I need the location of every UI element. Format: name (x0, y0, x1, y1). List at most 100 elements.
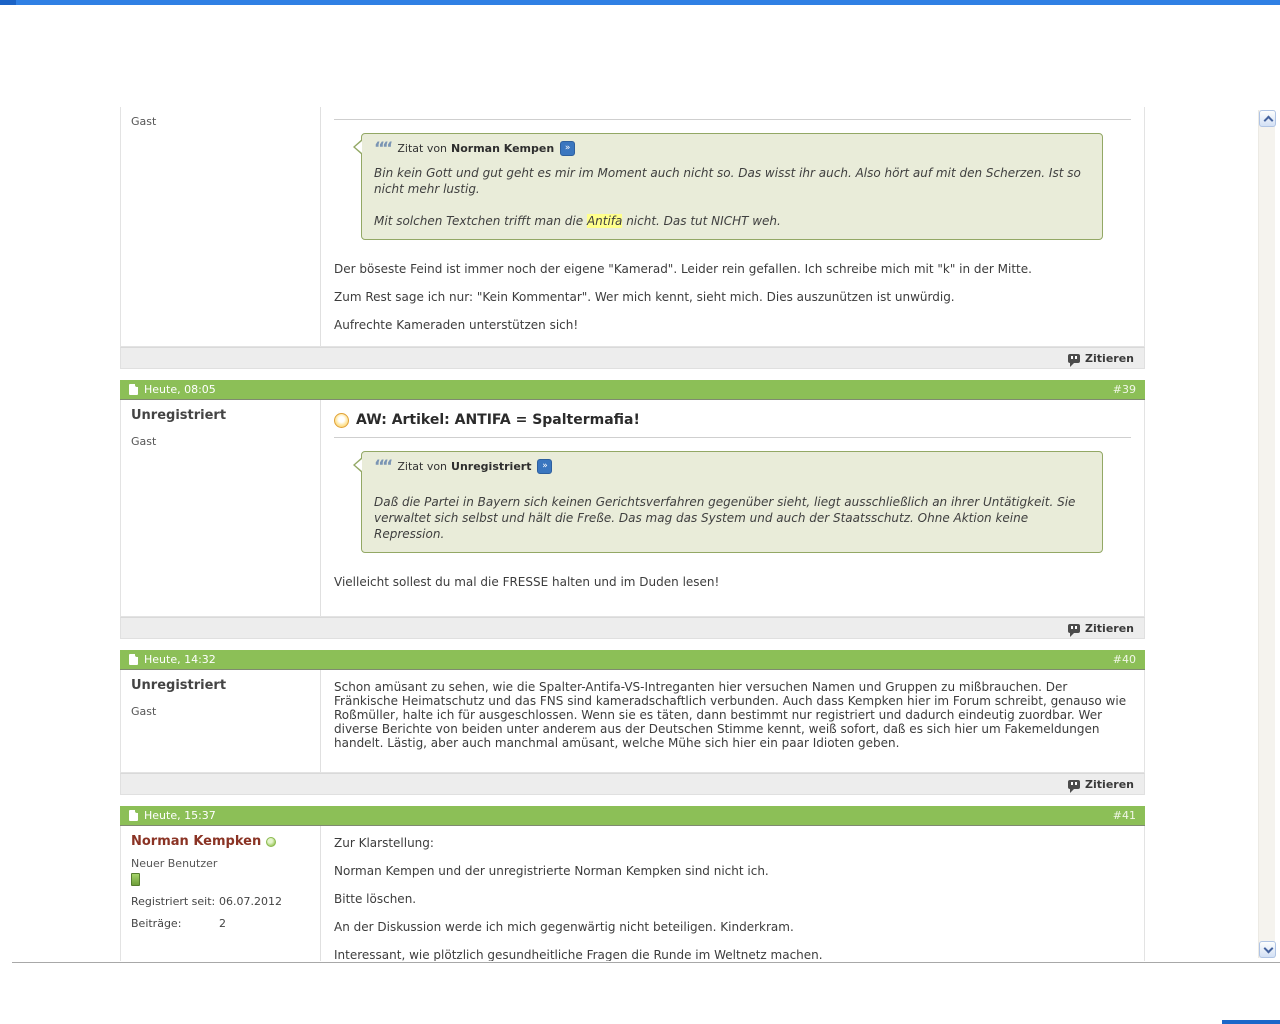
post-header-bar: Heute, 14:32 #40 (120, 650, 1145, 670)
post-message: Der böseste Feind ist immer noch der eig… (334, 262, 1131, 332)
quote-bubble-icon (1068, 353, 1081, 367)
user-status: Gast (131, 705, 157, 718)
stat-label: Beiträge: (131, 917, 182, 930)
open-quote-icon: ““ (374, 138, 393, 159)
post-body: Norman Kempken Neuer Benutzer Registrier… (120, 826, 1145, 961)
quote-paragraph: Daß die Partei in Bayern sich keinen Ger… (374, 495, 1076, 541)
post-content-column: AW: Artikel: ANTIFA = Spaltermafia! ““ Z… (321, 400, 1144, 616)
zitieren-button[interactable]: Zitieren (1068, 777, 1134, 793)
post-date-icon (129, 654, 138, 665)
user-status: Gast (131, 115, 157, 128)
post-paragraph: Der böseste Feind ist immer noch der eig… (334, 262, 1032, 276)
post-content-column: Schon amüsant zu sehen, wie die Spalter-… (321, 670, 1144, 772)
vertical-scrollbar[interactable] (1258, 110, 1276, 958)
user-status: Gast (131, 435, 157, 448)
post-date: Heute, 08:05 (144, 383, 216, 396)
zitieren-button[interactable]: Zitieren (1068, 621, 1134, 637)
user-stat-row: Beiträge: 2 (131, 917, 310, 930)
quote-box: ““ Zitat von Unregistriert » Daß die Par… (353, 451, 1103, 553)
post-38: Gast ““ Zitat von Norman Kempen » B (120, 107, 1145, 369)
stat-label: Registriert seit: (131, 895, 216, 908)
stat-value: 2 (219, 917, 226, 930)
browser-top-corner (0, 0, 16, 5)
post-date-icon (129, 384, 138, 395)
viewport-bottom-divider (12, 962, 1280, 963)
quote-box: ““ Zitat von Norman Kempen » Bin kein Go… (353, 133, 1103, 240)
post-number-link[interactable]: #39 (1112, 383, 1136, 396)
username-link[interactable]: Norman Kempken (131, 834, 262, 849)
post-number-link[interactable]: #41 (1112, 809, 1136, 822)
quote-text: Daß die Partei in Bayern sich keinen Ger… (374, 494, 1090, 542)
post-footer: Zitieren (120, 347, 1145, 369)
smiley-icon (334, 412, 349, 428)
forum-thread-page: Gast ““ Zitat von Norman Kempen » B (120, 107, 1145, 972)
post-paragraph: Norman Kempen und der unregistrierte Nor… (334, 864, 769, 878)
post-paragraph: Interessant, wie plötzlich gesundheitlic… (334, 948, 823, 961)
post-title-row: AW: Artikel: ANTIFA = Spaltermafia! (334, 412, 1131, 428)
title-divider (334, 119, 1131, 120)
quote-header: ““ Zitat von Norman Kempen » (374, 138, 1090, 159)
quote-label: Zitat von (397, 142, 448, 155)
post-39: Heute, 08:05 #39 Unregistriert Gast AW: … (120, 380, 1145, 639)
quote-label: Zitat von (397, 460, 448, 473)
viewpost-icon[interactable]: » (560, 141, 576, 156)
quote-wrap: ““ Zitat von Norman Kempen » Bin kein Go… (353, 133, 1103, 240)
scroll-up-button[interactable] (1259, 110, 1276, 127)
user-title: Neuer Benutzer (131, 857, 218, 870)
post-content-column: Zur Klarstellung: Norman Kempen und der … (321, 826, 1144, 961)
chevron-down-icon (1263, 943, 1274, 954)
user-stat-row: Registriert seit: 06.07.2012 (131, 895, 310, 908)
zitieren-label: Zitieren (1085, 621, 1134, 635)
quote-paragraph: Mit solchen Textchen trifft man die Anti… (374, 214, 781, 228)
post-user-column: Unregistriert Gast (121, 670, 321, 772)
post-body: Unregistriert Gast AW: Artikel: ANTIFA =… (120, 400, 1145, 617)
browser-top-edge (0, 0, 1280, 5)
online-status-icon (266, 836, 277, 847)
post-paragraph: Zur Klarstellung: (334, 836, 434, 850)
post-paragraph: Schon amüsant zu sehen, wie die Spalter-… (334, 680, 1127, 750)
quote-tail-icon (353, 139, 362, 155)
post-message: Vielleicht sollest du mal die FRESSE hal… (334, 575, 1131, 589)
post-paragraph: Vielleicht sollest du mal die FRESSE hal… (334, 575, 720, 589)
post-40: Heute, 14:32 #40 Unregistriert Gast Scho… (120, 650, 1145, 795)
quote-author: Unregistriert (451, 460, 532, 473)
quote-wrap: ““ Zitat von Unregistriert » Daß die Par… (353, 451, 1103, 553)
reputation-bar-icon (131, 873, 140, 886)
zitieren-label: Zitieren (1085, 777, 1134, 791)
browser-bottom-edge (1222, 1020, 1280, 1024)
post-date-icon (129, 810, 138, 821)
post-message: Schon amüsant zu sehen, wie die Spalter-… (334, 680, 1131, 750)
quote-bubble-icon (1068, 779, 1081, 793)
viewpost-icon[interactable]: » (537, 459, 553, 474)
post-header-bar: Heute, 08:05 #39 (120, 380, 1145, 400)
post-paragraph: Zum Rest sage ich nur: "Kein Kommentar".… (334, 290, 955, 304)
member-name-row: Norman Kempken (131, 834, 310, 849)
zitieren-label: Zitieren (1085, 351, 1134, 365)
title-divider (334, 437, 1131, 438)
post-body: Unregistriert Gast Schon amüsant zu sehe… (120, 670, 1145, 773)
highlighted-term: Antifa (586, 214, 623, 228)
quote-author: Norman Kempen (451, 142, 555, 155)
post-date: Heute, 14:32 (144, 653, 216, 666)
post-number-link[interactable]: #40 (1112, 653, 1136, 666)
post-footer: Zitieren (120, 617, 1145, 639)
quote-text: Bin kein Gott und gut geht es mir im Mom… (374, 165, 1090, 229)
zitieren-button[interactable]: Zitieren (1068, 351, 1134, 367)
post-footer: Zitieren (120, 773, 1145, 795)
user-name: Unregistriert (131, 678, 227, 693)
quote-bubble-icon (1068, 623, 1081, 637)
post-user-column: Gast (121, 107, 321, 346)
scroll-down-button[interactable] (1259, 941, 1276, 958)
post-message: Zur Klarstellung: Norman Kempen und der … (334, 836, 1131, 961)
stat-value: 06.07.2012 (219, 895, 282, 908)
post-date: Heute, 15:37 (144, 809, 216, 822)
user-name: Unregistriert (131, 408, 227, 423)
post-41: Heute, 15:37 #41 Norman Kempken Neuer Be… (120, 806, 1145, 961)
chevron-up-icon (1263, 115, 1274, 126)
open-quote-icon: ““ (374, 456, 393, 477)
post-content-column: ““ Zitat von Norman Kempen » Bin kein Go… (321, 107, 1144, 346)
quote-header: ““ Zitat von Unregistriert » (374, 456, 1090, 477)
post-user-column: Norman Kempken Neuer Benutzer Registrier… (121, 826, 321, 961)
post-paragraph: An der Diskussion werde ich mich gegenwä… (334, 920, 794, 934)
post-body: Gast ““ Zitat von Norman Kempen » B (120, 107, 1145, 347)
